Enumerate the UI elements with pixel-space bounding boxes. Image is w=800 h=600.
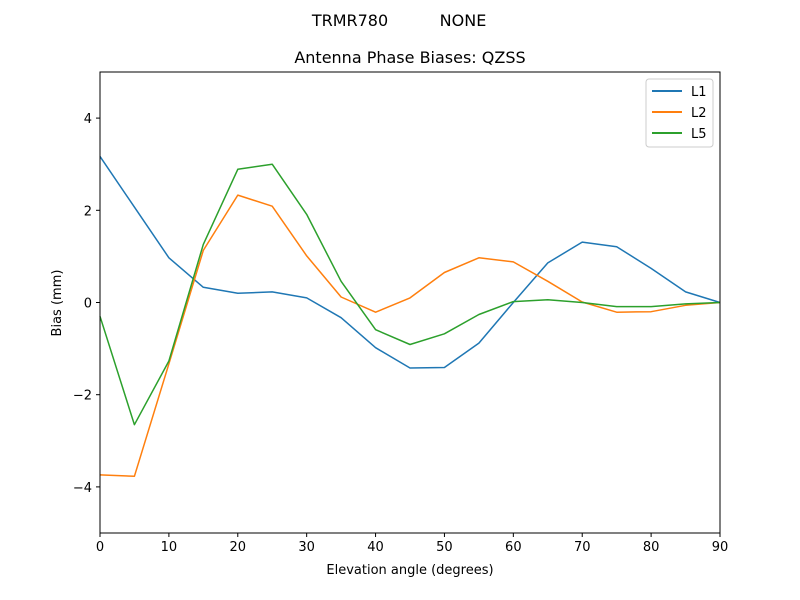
x-tick-label: 20 <box>230 540 247 555</box>
x-tick-label: 80 <box>643 540 660 555</box>
series-line-l2 <box>99 194 721 478</box>
legend-label-l2: L2 <box>691 106 707 121</box>
legend-label-l1: L1 <box>691 85 707 100</box>
x-tick-label: 70 <box>574 540 591 555</box>
y-tick-label: 4 <box>84 112 92 127</box>
chart-title: Antenna Phase Biases: QZSS <box>294 48 525 67</box>
legend: L1 L2 L5 <box>645 78 714 148</box>
y-axis-label: Bias (mm) <box>50 270 65 337</box>
y-tick-label: −4 <box>73 481 92 496</box>
x-tick-label: 50 <box>436 540 453 555</box>
plot-area <box>99 155 721 478</box>
suptitle-radome: NONE <box>440 11 487 30</box>
y-tick-label: 0 <box>84 297 92 312</box>
x-tick-label: 0 <box>96 540 104 555</box>
x-tick-label: 10 <box>161 540 178 555</box>
x-axis: 0 10 20 30 40 50 60 70 80 90 <box>96 533 728 555</box>
y-axis: −4 −2 0 2 4 <box>73 112 100 496</box>
x-axis-label: Elevation angle (degrees) <box>326 563 493 578</box>
series-line-l5 <box>99 163 721 426</box>
legend-label-l5: L5 <box>691 127 707 142</box>
x-tick-label: 30 <box>298 540 315 555</box>
y-tick-label: 2 <box>84 204 92 219</box>
x-tick-label: 60 <box>505 540 522 555</box>
y-tick-label: −2 <box>73 389 92 404</box>
suptitle-antenna: TRMR780 <box>311 11 388 30</box>
x-tick-label: 40 <box>367 540 384 555</box>
x-tick-label: 90 <box>712 540 729 555</box>
axes-frame <box>99 71 721 534</box>
series-line-l1 <box>99 155 721 369</box>
